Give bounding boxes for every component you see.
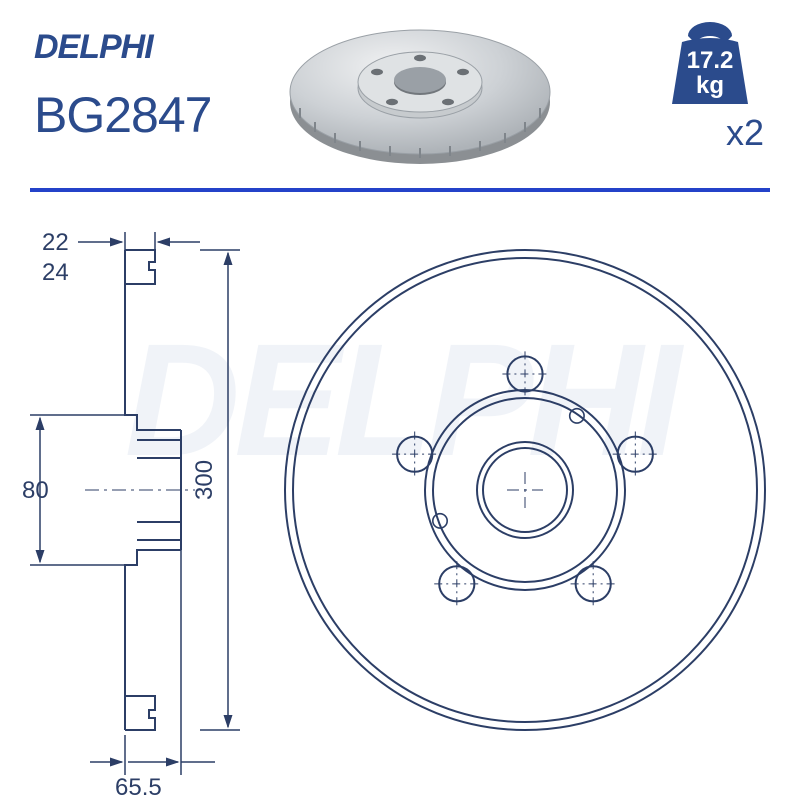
side-view xyxy=(85,250,195,730)
technical-drawing: 22 24 80 300 65.5 xyxy=(0,200,800,800)
weight-unit: kg xyxy=(696,72,724,99)
kettlebell-icon: 17.2 kg xyxy=(660,18,760,106)
dim-total-thickness: 24 xyxy=(42,259,69,286)
weight-badge: 17.2 kg x2 xyxy=(650,18,770,154)
weight-value: 17.2 xyxy=(687,47,734,74)
part-number: BG2847 xyxy=(34,86,211,144)
dim-hub-height: 80 xyxy=(22,477,49,504)
dim-hub-diameter: 65.5 xyxy=(115,774,162,800)
front-view xyxy=(285,250,765,730)
product-render xyxy=(270,10,570,180)
dim-thickness: 22 xyxy=(42,229,69,256)
quantity-label: x2 xyxy=(650,112,770,154)
dim-outer-diameter: 300 xyxy=(191,460,218,500)
divider xyxy=(30,188,770,192)
header-region: DELPHI BG2847 xyxy=(0,0,800,190)
brand-logo: DELPHI xyxy=(34,28,153,67)
